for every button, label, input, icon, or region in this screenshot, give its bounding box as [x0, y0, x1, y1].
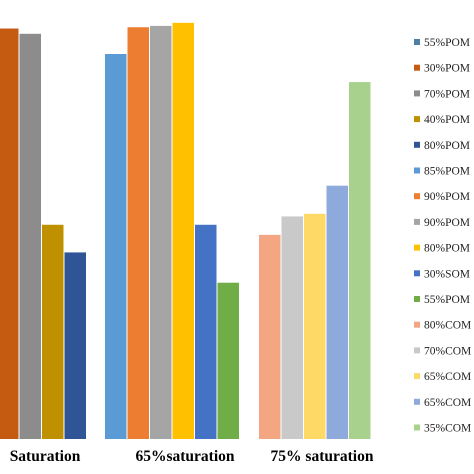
legend-label-2: 30%POM [424, 63, 470, 75]
legend-swatch-6 [414, 167, 420, 174]
bar-2-5 [195, 224, 217, 439]
bar-1-4 [64, 252, 86, 439]
bar-3-4 [326, 185, 348, 439]
bar-1-3 [42, 224, 64, 439]
bar-2-2 [127, 27, 149, 440]
legend-label-14: 65%COM [424, 371, 471, 383]
legend-swatch-13 [414, 347, 420, 354]
legend-swatch-9 [414, 244, 420, 251]
bar-3-1 [259, 234, 281, 439]
bar-2-6 [217, 282, 239, 439]
legend-swatch-7 [414, 193, 420, 200]
legend-swatch-12 [414, 321, 420, 328]
bar-3-5 [349, 82, 371, 439]
legend-label-8: 90%POM [424, 217, 470, 229]
legend-label-15: 65%COM [424, 397, 471, 409]
category-label-3: 75% saturation [271, 448, 374, 465]
bar-2-4 [172, 22, 194, 439]
legend-swatch-15 [414, 398, 420, 405]
legend-swatch-11 [414, 296, 420, 302]
legend-label-13: 70%COM [424, 345, 471, 357]
legend-label-6: 85%POM [424, 166, 470, 178]
bar-3-2 [281, 216, 303, 439]
legend-label-7: 90%POM [424, 191, 470, 203]
bars-layer [0, 22, 371, 440]
legend-label-16: 35%COM [424, 423, 471, 435]
bar-1-1 [0, 28, 19, 439]
bar-2-1 [105, 53, 127, 439]
legend-swatch-16 [414, 424, 420, 431]
legend-swatch-4 [414, 116, 420, 123]
legend-swatch-2 [414, 64, 420, 71]
legend-swatch-1 [414, 39, 420, 45]
bar-3-3 [304, 213, 326, 439]
legend-swatch-10 [414, 270, 420, 277]
legend-label-12: 80%COM [424, 320, 471, 332]
legend-swatch-3 [414, 90, 420, 97]
legend-label-5: 80%POM [424, 140, 470, 152]
category-label-1: Saturation [10, 448, 81, 465]
legend-label-11: 55%POM [424, 294, 470, 306]
legend-swatch-14 [414, 373, 420, 380]
category-axis-labels: Saturation 65%saturation 75% saturation [10, 448, 374, 465]
legend-label-4: 40%POM [424, 114, 470, 126]
bar-1-2 [19, 33, 41, 439]
legend-label-10: 30%SOM [424, 268, 470, 280]
category-label-2: 65%saturation [135, 448, 234, 465]
legend-label-9: 80%POM [424, 243, 470, 255]
legend: 55%POM 30%POM 70%POM 40%POM 80%POM 85%POM 90%P… [414, 37, 471, 435]
legend-swatch-5 [414, 141, 420, 148]
bar-2-3 [150, 25, 172, 439]
legend-swatch-8 [414, 218, 420, 225]
legend-label-1: 55%POM [424, 37, 470, 49]
legend-label-3: 70%POM [424, 88, 470, 100]
